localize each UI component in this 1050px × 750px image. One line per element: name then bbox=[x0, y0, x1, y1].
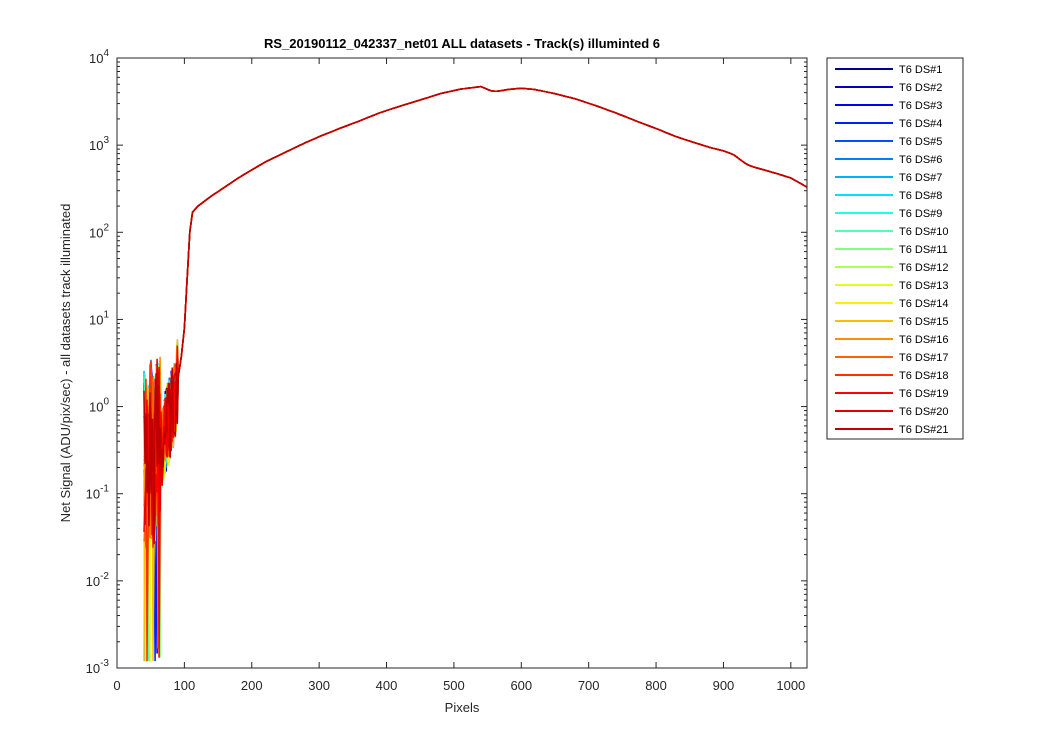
y-tick-label: 103 bbox=[89, 135, 109, 153]
series-layer bbox=[143, 85, 808, 662]
y-tick-label: 10-1 bbox=[86, 484, 110, 502]
legend-label: T6 DS#6 bbox=[899, 154, 942, 166]
legend-label: T6 DS#13 bbox=[899, 280, 949, 292]
legend-label: T6 DS#20 bbox=[899, 406, 949, 418]
x-tick-label: 500 bbox=[443, 678, 465, 693]
legend-label: T6 DS#8 bbox=[899, 190, 942, 202]
legend-items: T6 DS#1 T6 DS#2 T6 DS#3 T6 DS#4 T6 DS#5 T6 DS… bbox=[835, 64, 949, 436]
y-tick-exponent: -1 bbox=[100, 484, 109, 495]
y-axis-label: Net Signal (ADU/pix/sec) - all datasets … bbox=[58, 204, 73, 523]
y-tick-label: 100 bbox=[89, 397, 109, 415]
y-tick-exponent: -3 bbox=[100, 658, 109, 669]
y-tick-label: 101 bbox=[89, 309, 109, 327]
x-tick-label: 700 bbox=[578, 678, 600, 693]
legend-label: T6 DS#14 bbox=[899, 298, 949, 310]
legend-label: T6 DS#16 bbox=[899, 334, 949, 346]
y-tick-label: 10-2 bbox=[86, 571, 110, 589]
plot-area bbox=[117, 58, 807, 668]
x-tick-label: 900 bbox=[713, 678, 735, 693]
legend-label: T6 DS#15 bbox=[899, 316, 949, 328]
legend-label: T6 DS#10 bbox=[899, 226, 949, 238]
series-line-21 bbox=[143, 85, 808, 545]
axes: 0 100 200 300 400 500 600 700 800 900 1000 10-310-… bbox=[58, 36, 808, 715]
x-tick-label: 1000 bbox=[776, 678, 805, 693]
y-tick-exponent: 1 bbox=[103, 309, 109, 320]
legend-label: T6 DS#9 bbox=[899, 208, 942, 220]
x-tick-label: 300 bbox=[308, 678, 330, 693]
legend-label: T6 DS#7 bbox=[899, 172, 942, 184]
legend-label: T6 DS#19 bbox=[899, 388, 949, 400]
y-tick-exponent: 4 bbox=[103, 48, 109, 59]
y-tick-exponent: 0 bbox=[103, 397, 109, 408]
x-tick-label: 200 bbox=[241, 678, 263, 693]
y-tick-exponent: -2 bbox=[100, 571, 109, 582]
x-axis-label: Pixels bbox=[445, 700, 480, 715]
legend: T6 DS#1 T6 DS#2 T6 DS#3 T6 DS#4 T6 DS#5 T6 DS… bbox=[826, 57, 964, 440]
x-tick-label: 800 bbox=[645, 678, 667, 693]
x-tick-label: 100 bbox=[174, 678, 196, 693]
y-tick-exponent: 2 bbox=[103, 222, 109, 233]
legend-label: T6 DS#4 bbox=[899, 118, 942, 130]
y-tick-label: 104 bbox=[89, 48, 109, 66]
legend-label: T6 DS#3 bbox=[899, 100, 942, 112]
legend-label: T6 DS#17 bbox=[899, 352, 949, 364]
legend-label: T6 DS#2 bbox=[899, 82, 942, 94]
x-tick-label: 0 bbox=[113, 678, 120, 693]
legend-label: T6 DS#21 bbox=[899, 424, 949, 436]
y-tick-exponent: 3 bbox=[103, 135, 109, 146]
chart-title: RS_20190112_042337_net01 ALL datasets - … bbox=[264, 36, 660, 51]
y-tick-label: 10-3 bbox=[86, 658, 110, 676]
x-axis-ticks: 0 100 200 300 400 500 600 700 800 900 1000 bbox=[113, 58, 805, 693]
x-tick-label: 600 bbox=[510, 678, 532, 693]
legend-label: T6 DS#11 bbox=[899, 244, 948, 256]
y-tick-label: 102 bbox=[89, 222, 109, 240]
legend-label: T6 DS#12 bbox=[899, 262, 949, 274]
legend-label: T6 DS#18 bbox=[899, 370, 949, 382]
legend-label: T6 DS#5 bbox=[899, 136, 942, 148]
x-tick-label: 400 bbox=[376, 678, 398, 693]
axes-frame bbox=[116, 57, 808, 669]
legend-label: T6 DS#1 bbox=[899, 64, 942, 76]
